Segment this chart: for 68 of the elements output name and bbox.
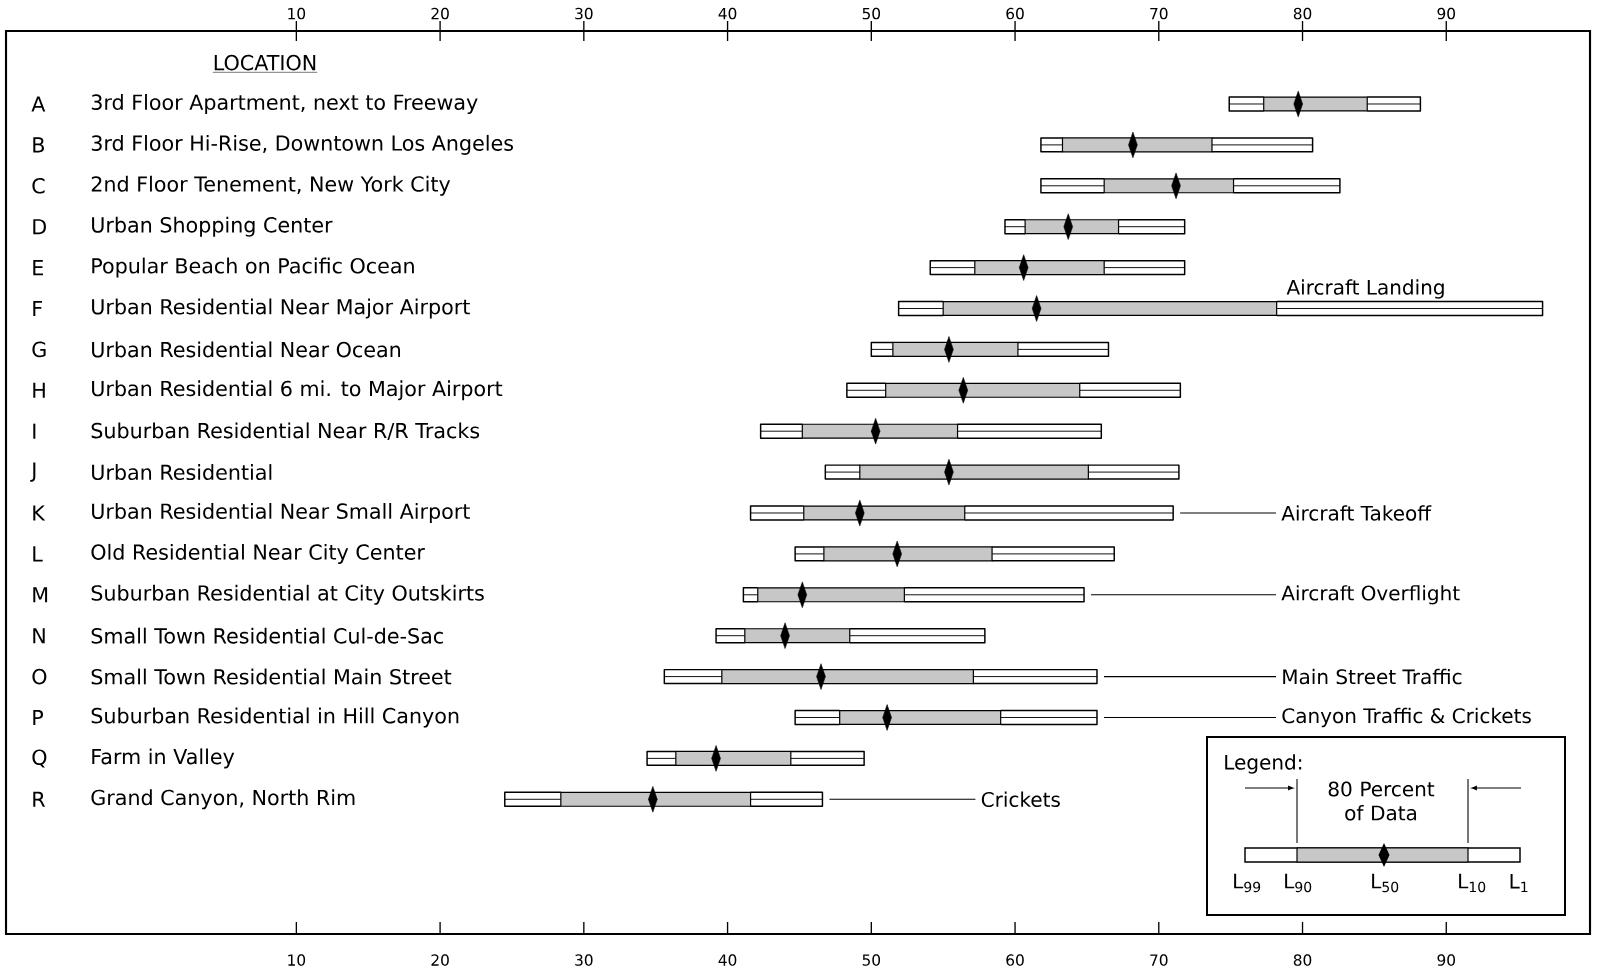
y-tick-label: Suburban Residential in Hill Canyon — [91, 707, 459, 728]
text: L$_{90}$ — [1285, 873, 1312, 893]
annotation: Aircraft Takeoff — [1281, 505, 1432, 521]
x2-tick-label: 50 — [862, 954, 881, 966]
text: L$_{10}$ — [1459, 873, 1486, 893]
y-tick-label: Urban Residential Near Major Airport — [92, 298, 470, 319]
annotation: N — [33, 628, 45, 644]
annotation: I — [33, 423, 36, 439]
text: L$_{99}$ — [1234, 873, 1261, 893]
y-tick-label: Urban Residential — [92, 464, 272, 481]
x-tick-label: 90 — [1437, 7, 1455, 20]
y-tick-label: 3rd Floor Hi-Rise, Downtown Los Angeles — [91, 134, 514, 155]
y-tick-label: Urban Residential Near Ocean — [92, 341, 401, 358]
y-axis-title: LOCATION — [214, 54, 316, 71]
x2-tick-label: 20 — [431, 954, 449, 966]
x2-tick-label: 90 — [1437, 954, 1455, 966]
x2-tick-label: 60 — [1006, 954, 1024, 966]
y-tick-label: Grand Canyon, North Rim — [91, 789, 355, 810]
annotation: Aircraft Landing — [1286, 279, 1444, 299]
y-tick-label: Small Town Residential Cul-de-Sac — [91, 627, 443, 644]
x2-tick-label: 70 — [1150, 954, 1168, 966]
annotation: 80 Percent of Data — [1328, 781, 1435, 821]
annotation: Main Street Traffic — [1283, 668, 1462, 685]
annotation: Canyon Traffic & Crickets — [1282, 707, 1531, 728]
y-tick-label: Suburban Residential Near R/R Tracks — [91, 422, 480, 441]
annotation: F — [33, 300, 42, 317]
annotation: C — [32, 177, 45, 194]
y-tick-label: 2nd Floor Tenement, New York City — [91, 175, 451, 196]
x-tick-label: 50 — [862, 7, 881, 20]
y-tick-label: Urban Shopping Center — [92, 216, 333, 237]
annotation: K — [33, 505, 46, 521]
x2-tick-label: 80 — [1293, 954, 1312, 966]
y-tick-label: Suburban Residential at City Outskirts — [91, 584, 484, 605]
annotation: D — [33, 219, 46, 235]
annotation: O — [32, 668, 47, 685]
annotation: M — [33, 587, 48, 603]
annotation: E — [33, 260, 43, 276]
x-tick-label: 20 — [431, 7, 449, 20]
annotation: R — [33, 791, 46, 807]
y-tick-label: Small Town Residential Main Street — [91, 668, 452, 685]
y-tick-label: Farm in Valley — [92, 748, 235, 769]
x-tick-label: 40 — [718, 7, 737, 20]
x-tick-label: 80 — [1293, 7, 1312, 20]
y-tick-label: Old Residential Near City Center — [91, 543, 425, 564]
annotation: Crickets — [981, 791, 1060, 808]
x2-tick-label: 40 — [718, 954, 737, 966]
annotation: Q — [32, 749, 47, 768]
x2-tick-label: 30 — [575, 954, 593, 966]
y-tick-label: Urban Residential 6 mi. to Major Airport — [92, 380, 503, 401]
annotation: G — [32, 341, 46, 358]
y-tick-label: Urban Residential Near Small Airport — [92, 502, 470, 523]
annotation: L — [33, 546, 43, 562]
annotation: Legend: — [1225, 754, 1302, 774]
x-tick-label: 10 — [288, 7, 306, 20]
annotation: P — [33, 709, 44, 726]
y-tick-label: 3rd Floor Apartment, next to Freeway — [91, 93, 478, 114]
x2-tick-label: 10 — [288, 954, 306, 966]
x-tick-label: 70 — [1150, 7, 1168, 20]
annotation: H — [33, 382, 45, 398]
annotation: B — [33, 137, 44, 153]
text: L$_{1}$ — [1510, 873, 1528, 893]
y-tick-label: Popular Beach on Pacific Ocean — [92, 257, 414, 278]
x-tick-label: 60 — [1006, 7, 1024, 20]
annotation: J — [30, 462, 36, 482]
text: L$_{50}$ — [1372, 873, 1399, 893]
annotation: A — [31, 96, 46, 112]
annotation: Aircraft Overflight — [1281, 585, 1460, 605]
x-tick-label: 30 — [575, 7, 593, 20]
